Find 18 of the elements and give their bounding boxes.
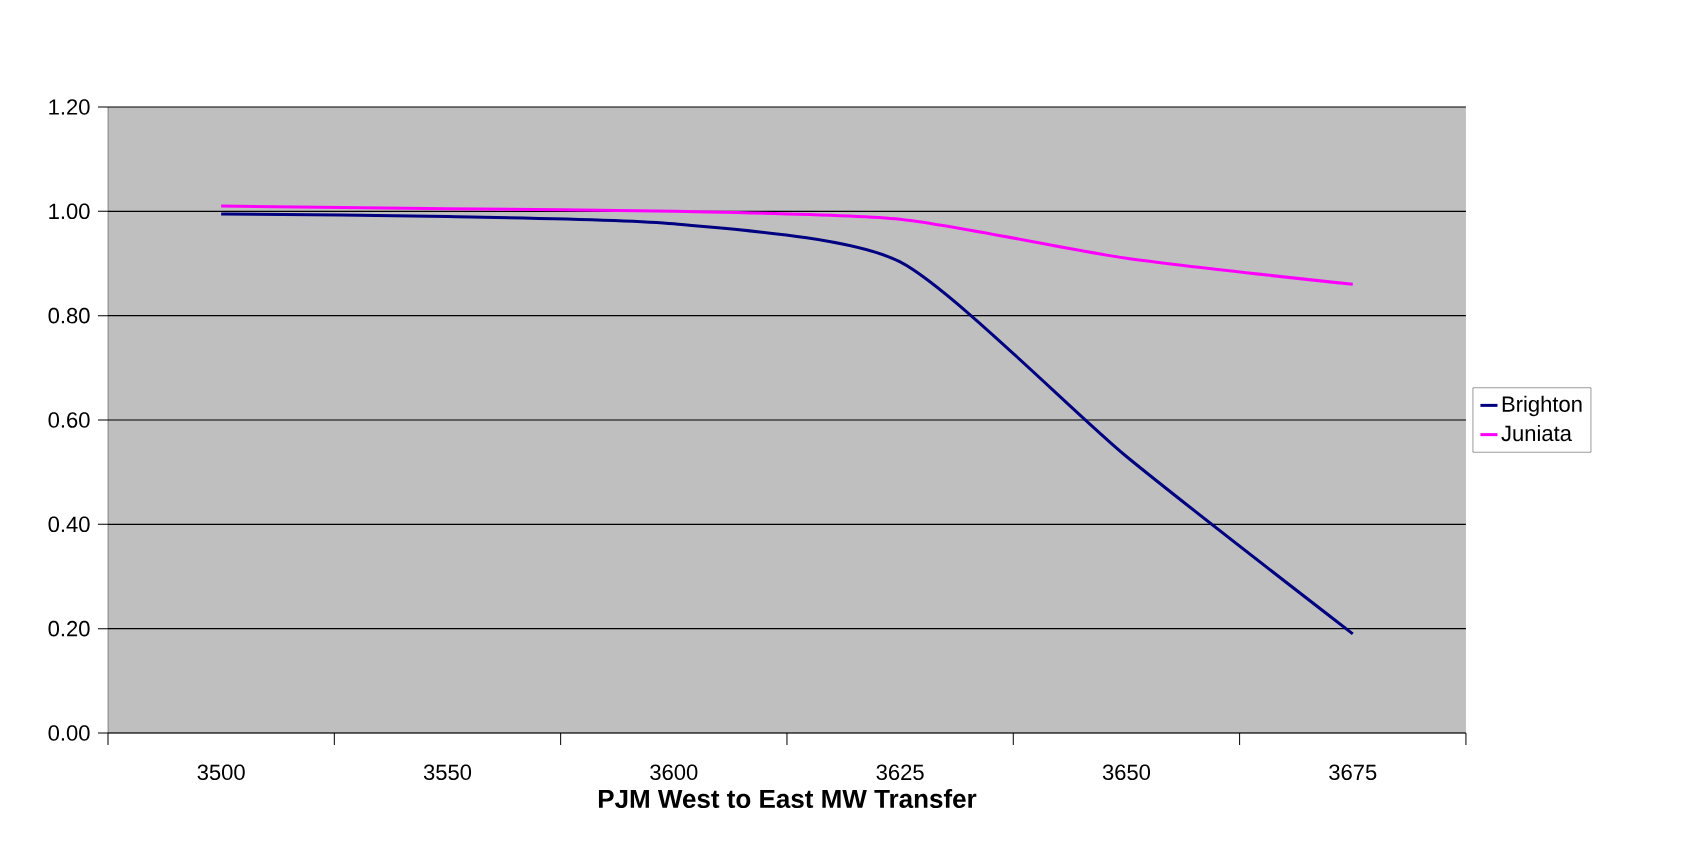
x-tick-label: 3550 [423, 764, 472, 781]
x-axis-title: PJM West to East MW Transfer [598, 788, 977, 809]
y-tick-label: 0.60 [48, 412, 90, 428]
x-tick-label: 3625 [876, 764, 924, 781]
x-tick-label: 3600 [650, 764, 698, 781]
y-tick-label: 1.20 [49, 99, 90, 115]
y-tick-label: 0.40 [48, 516, 90, 533]
line-series [219, 212, 1355, 636]
y-tick-label: 0.80 [48, 307, 90, 324]
x-tick-label: 3675 [1329, 764, 1377, 781]
y-tick-label: 1.00 [49, 203, 90, 220]
x-tick-label: 3650 [1102, 764, 1151, 781]
y-tick-label: 0.00 [48, 725, 90, 741]
y-tick-label: 0.20 [48, 620, 90, 637]
x-tick-label: 3500 [197, 764, 245, 781]
legend-label: Brighton [1502, 395, 1582, 417]
line-series [219, 204, 1355, 286]
legend-label: Juniata [1501, 424, 1572, 442]
